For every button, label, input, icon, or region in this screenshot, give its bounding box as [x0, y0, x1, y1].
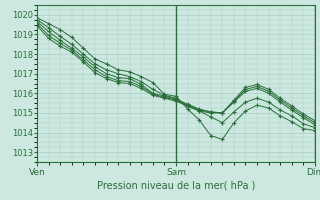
X-axis label: Pression niveau de la mer( hPa ): Pression niveau de la mer( hPa ) — [97, 181, 255, 191]
